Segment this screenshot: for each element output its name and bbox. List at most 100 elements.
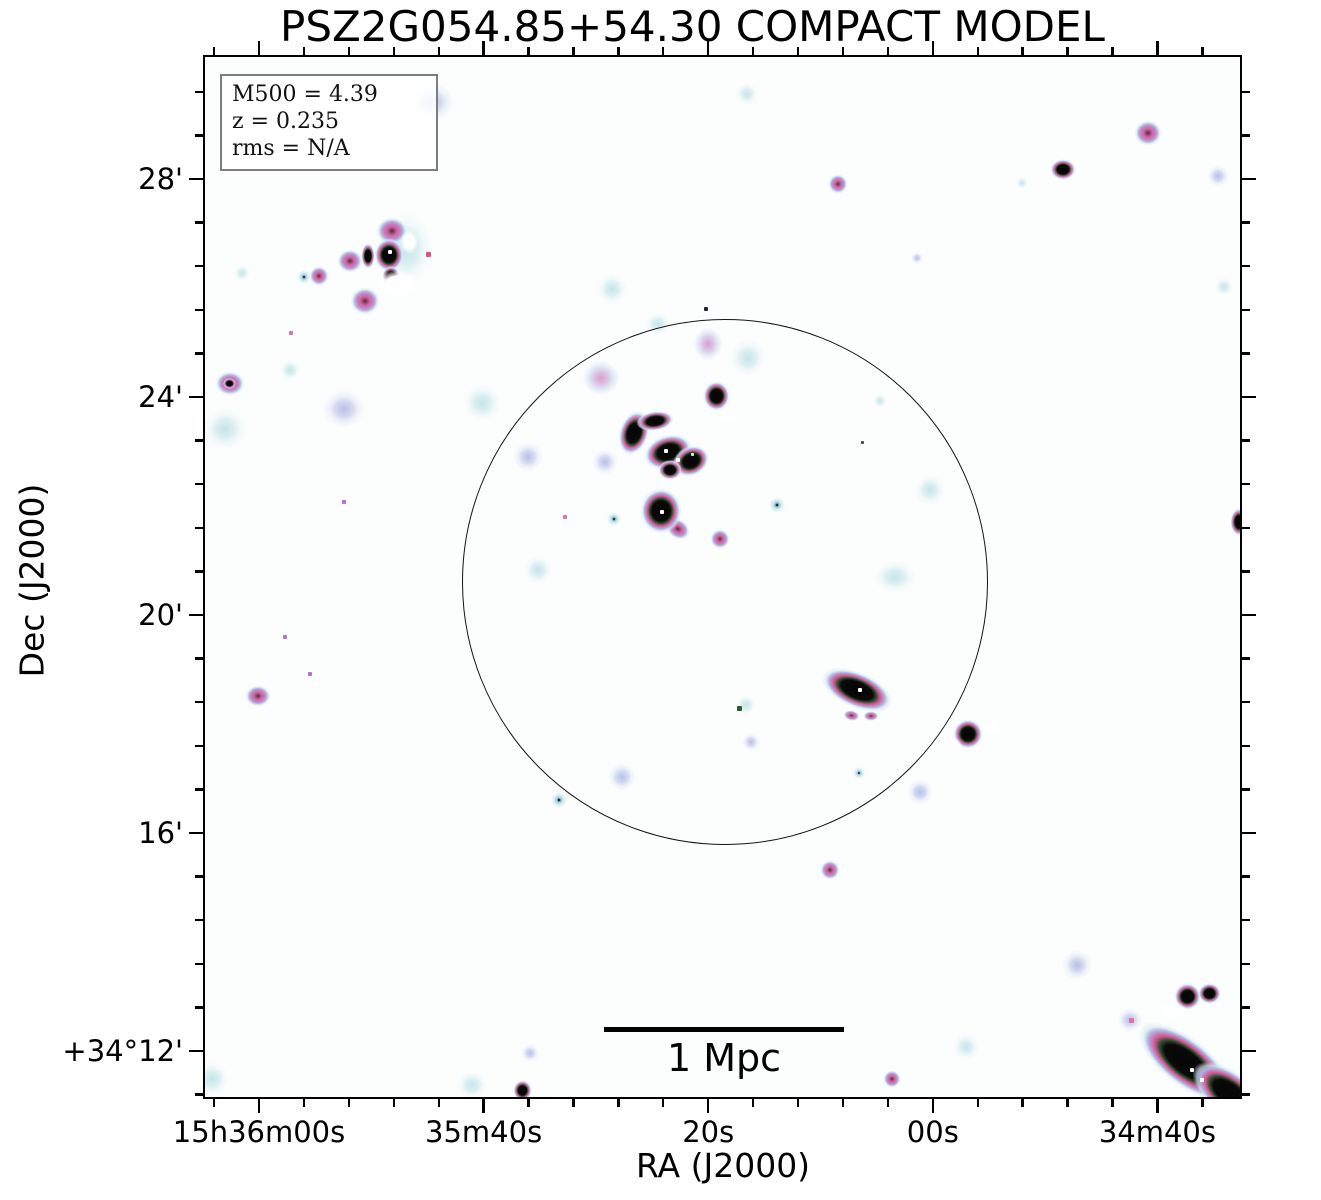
tick-mark (195, 875, 203, 878)
x-tick-label: 00s (906, 1115, 959, 1149)
tick-mark (976, 1099, 979, 1107)
source-blob (205, 408, 247, 450)
source-blob (1197, 982, 1221, 1004)
source-blob (1160, 1001, 1186, 1021)
source-blob (953, 1034, 979, 1060)
tick-mark (617, 47, 620, 55)
tick-mark (195, 701, 203, 704)
tick-mark (1242, 265, 1250, 268)
tick-mark (392, 47, 395, 55)
tick-mark (1242, 395, 1256, 399)
tick-mark (931, 41, 934, 55)
tick-mark (707, 41, 710, 55)
source-blob (350, 287, 380, 315)
source-blob (376, 270, 420, 298)
source-blob (820, 860, 840, 880)
tick-mark (1242, 1093, 1250, 1096)
source-blob (297, 270, 311, 284)
info-line-z: z = 0.235 (232, 109, 339, 134)
tick-mark (527, 1099, 530, 1107)
tick-mark (662, 47, 665, 55)
source-blob (342, 500, 346, 504)
x-tick-label: 35m40s (425, 1115, 543, 1149)
tick-mark (1242, 221, 1250, 224)
source-blob (289, 331, 293, 335)
tick-mark (195, 1093, 203, 1096)
tick-mark (195, 221, 203, 224)
tick-mark (195, 483, 203, 486)
tick-mark (189, 177, 203, 181)
source-blob (597, 274, 627, 304)
tick-mark (189, 1049, 203, 1053)
tick-mark (212, 47, 216, 55)
tick-mark (1111, 1099, 1114, 1107)
source-blob (883, 1070, 901, 1088)
tick-mark (195, 134, 203, 137)
scale-bar (604, 1027, 844, 1032)
source-blob (205, 1062, 229, 1096)
tick-mark (1021, 47, 1024, 55)
source-blob (308, 672, 312, 676)
tick-mark (189, 395, 203, 399)
tick-mark (195, 788, 203, 791)
tick-mark (1242, 613, 1256, 617)
source-blob (1050, 158, 1076, 180)
tick-mark (1066, 1099, 1069, 1107)
source-blob (907, 779, 933, 805)
y-tick-label: 28' (138, 162, 183, 196)
source-blob (911, 252, 923, 264)
source-blob (245, 685, 271, 707)
tick-mark (482, 1099, 485, 1113)
tick-mark (751, 47, 755, 55)
source-blob (1230, 508, 1240, 536)
source-blob (1190, 1068, 1194, 1072)
tick-mark (257, 41, 261, 55)
tick-mark (1242, 90, 1250, 93)
tick-mark (195, 265, 203, 268)
tick-mark (1201, 47, 1204, 55)
tick-mark (482, 41, 485, 55)
tick-mark (347, 1099, 351, 1107)
source-blob (1207, 165, 1229, 187)
tick-mark (617, 1099, 620, 1107)
source-blob (521, 1044, 539, 1062)
tick-mark (195, 657, 203, 660)
tick-mark (195, 439, 203, 442)
source-blob (1062, 950, 1092, 980)
tick-mark (1066, 47, 1069, 55)
source-blob (280, 360, 300, 380)
plot-frame: 1 Mpc M500 = 4.39 z = 0.235 rms = N/A (203, 55, 1242, 1099)
tick-mark (841, 47, 845, 55)
tick-mark (195, 919, 203, 922)
source-blob (323, 390, 365, 428)
x-axis-label: RA (J2000) (635, 1146, 811, 1185)
source-blob (400, 230, 418, 254)
tick-mark (195, 352, 203, 355)
tick-mark (1242, 439, 1250, 442)
tick-mark (1242, 483, 1250, 486)
tick-mark (1156, 41, 1159, 55)
plot-title: PSZ2G054.85+54.30 COMPACT MODEL (0, 2, 1321, 51)
source-blob (388, 250, 392, 254)
tick-mark (1242, 919, 1250, 922)
source-blob (463, 385, 501, 421)
tick-mark (195, 962, 203, 965)
source-blob (512, 1079, 532, 1097)
tick-mark (707, 1099, 710, 1113)
source-blob (234, 265, 250, 281)
tick-mark (841, 1099, 845, 1107)
tick-mark (1242, 352, 1250, 355)
info-box: M500 = 4.39 z = 0.235 rms = N/A (220, 74, 438, 171)
tick-mark (1242, 831, 1256, 835)
tick-mark (1242, 962, 1250, 965)
source-blob (551, 792, 567, 808)
x-tick-label: 20s (682, 1115, 735, 1149)
r500-circle (462, 319, 988, 845)
tick-mark (195, 526, 203, 529)
tick-mark (976, 47, 979, 55)
tick-mark (189, 831, 203, 835)
tick-mark (302, 47, 306, 55)
scale-bar-label: 1 Mpc (666, 1036, 782, 1080)
source-blob (222, 377, 236, 389)
y-tick-label: 20' (138, 598, 183, 632)
